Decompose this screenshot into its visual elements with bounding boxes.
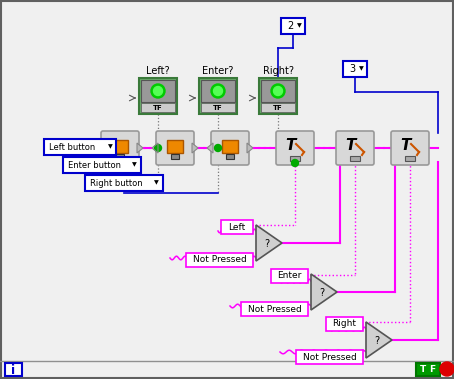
- Polygon shape: [366, 322, 392, 358]
- Polygon shape: [152, 143, 158, 153]
- Circle shape: [214, 144, 222, 152]
- Circle shape: [440, 362, 454, 376]
- Polygon shape: [137, 143, 143, 153]
- Text: Enter button: Enter button: [68, 160, 121, 169]
- Polygon shape: [97, 143, 103, 153]
- FancyBboxPatch shape: [156, 131, 194, 165]
- Text: Left: Left: [228, 222, 246, 232]
- FancyBboxPatch shape: [44, 139, 116, 155]
- FancyBboxPatch shape: [350, 156, 360, 161]
- Circle shape: [211, 84, 225, 98]
- Text: Left button: Left button: [49, 143, 95, 152]
- Text: F: F: [429, 365, 435, 374]
- Text: ?: ?: [375, 336, 380, 346]
- FancyBboxPatch shape: [139, 78, 177, 114]
- Text: Enter?: Enter?: [202, 66, 234, 76]
- FancyBboxPatch shape: [63, 157, 141, 173]
- FancyBboxPatch shape: [112, 140, 128, 153]
- Text: Right?: Right?: [262, 66, 293, 76]
- Text: ?: ?: [320, 288, 325, 298]
- FancyBboxPatch shape: [5, 363, 22, 376]
- Text: Enter: Enter: [277, 271, 302, 280]
- FancyBboxPatch shape: [171, 154, 179, 159]
- Circle shape: [154, 144, 162, 152]
- FancyBboxPatch shape: [290, 156, 300, 161]
- Text: T: T: [345, 138, 355, 152]
- FancyBboxPatch shape: [199, 78, 237, 114]
- Text: Not Pressed: Not Pressed: [192, 255, 247, 265]
- FancyBboxPatch shape: [326, 317, 363, 331]
- Circle shape: [151, 84, 165, 98]
- FancyBboxPatch shape: [101, 131, 139, 165]
- FancyBboxPatch shape: [85, 175, 163, 191]
- FancyBboxPatch shape: [261, 103, 295, 112]
- FancyBboxPatch shape: [141, 80, 175, 102]
- Text: ?: ?: [264, 239, 270, 249]
- FancyBboxPatch shape: [221, 220, 253, 234]
- Text: Not Pressed: Not Pressed: [303, 352, 356, 362]
- FancyBboxPatch shape: [211, 131, 249, 165]
- FancyBboxPatch shape: [167, 140, 183, 153]
- Polygon shape: [247, 143, 253, 153]
- FancyBboxPatch shape: [141, 103, 175, 112]
- Circle shape: [273, 86, 282, 96]
- Text: ▼: ▼: [108, 144, 113, 149]
- Polygon shape: [311, 274, 337, 310]
- FancyBboxPatch shape: [201, 80, 235, 102]
- Text: Left?: Left?: [146, 66, 170, 76]
- FancyBboxPatch shape: [116, 154, 124, 159]
- Text: ▼: ▼: [133, 163, 137, 168]
- Text: TF: TF: [273, 105, 283, 111]
- FancyBboxPatch shape: [276, 131, 314, 165]
- FancyBboxPatch shape: [259, 78, 297, 114]
- FancyBboxPatch shape: [241, 302, 308, 316]
- FancyBboxPatch shape: [271, 269, 308, 283]
- FancyBboxPatch shape: [201, 103, 235, 112]
- Text: ▼: ▼: [359, 66, 363, 72]
- Circle shape: [291, 160, 298, 166]
- FancyBboxPatch shape: [186, 253, 253, 267]
- Text: ▼: ▼: [154, 180, 159, 185]
- Circle shape: [271, 84, 285, 98]
- FancyBboxPatch shape: [261, 80, 295, 102]
- FancyBboxPatch shape: [343, 61, 367, 77]
- FancyBboxPatch shape: [222, 140, 238, 153]
- Text: i: i: [11, 363, 15, 376]
- Text: ▼: ▼: [296, 23, 301, 28]
- FancyBboxPatch shape: [226, 154, 234, 159]
- Text: 3: 3: [349, 64, 355, 74]
- Circle shape: [213, 86, 222, 96]
- Text: Not Pressed: Not Pressed: [247, 304, 301, 313]
- FancyBboxPatch shape: [416, 363, 440, 376]
- FancyBboxPatch shape: [405, 156, 415, 161]
- Text: TF: TF: [213, 105, 223, 111]
- Polygon shape: [207, 143, 213, 153]
- Text: T: T: [285, 138, 295, 152]
- Circle shape: [153, 86, 163, 96]
- FancyBboxPatch shape: [296, 350, 363, 364]
- Text: T: T: [400, 138, 410, 152]
- Text: Right button: Right button: [90, 179, 143, 188]
- FancyBboxPatch shape: [336, 131, 374, 165]
- Text: Right: Right: [332, 319, 356, 329]
- Text: TF: TF: [153, 105, 163, 111]
- Text: 2: 2: [287, 21, 293, 31]
- Polygon shape: [192, 143, 198, 153]
- FancyBboxPatch shape: [281, 18, 305, 34]
- Polygon shape: [256, 225, 282, 261]
- FancyBboxPatch shape: [391, 131, 429, 165]
- Text: T: T: [420, 365, 426, 374]
